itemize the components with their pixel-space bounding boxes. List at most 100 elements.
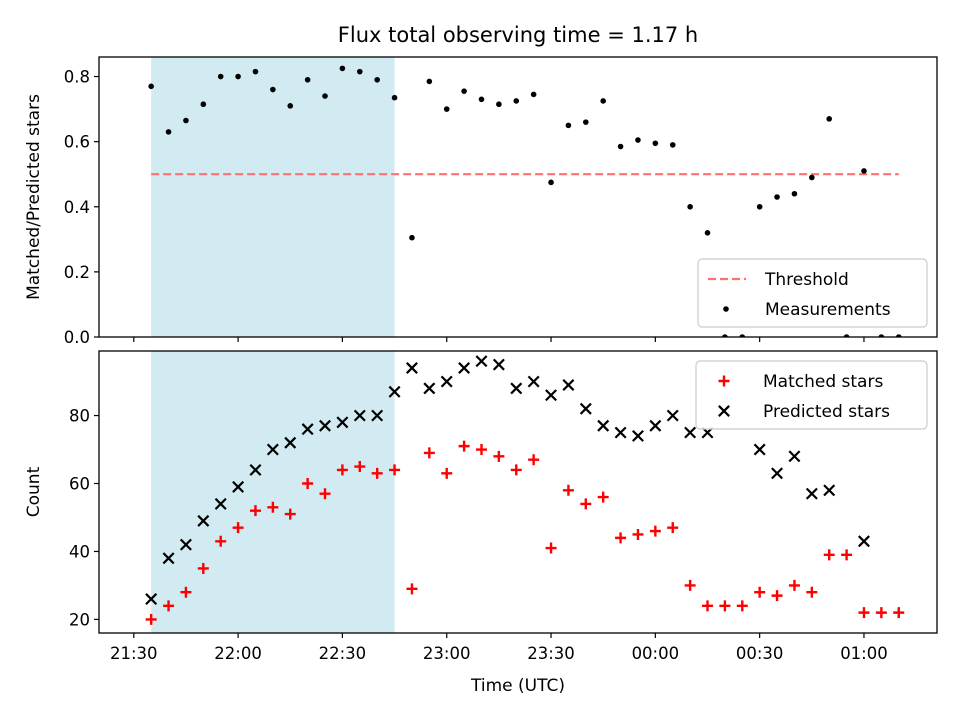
matched-star-point	[458, 440, 470, 452]
measurement-point	[669, 142, 676, 148]
predicted-star-point	[319, 419, 331, 432]
legend: Matched stars Predicted stars	[695, 360, 928, 430]
matched-star-point	[632, 528, 644, 540]
matched-star-point	[806, 586, 818, 598]
x-tick-label: 00:30	[736, 644, 784, 663]
measurement-point	[617, 143, 624, 150]
matched-star-point	[771, 590, 783, 602]
matched-star-point	[528, 454, 540, 466]
predicted-star-point	[527, 375, 540, 388]
matched-star-point	[475, 444, 487, 456]
y-tick-label: 80	[69, 407, 90, 426]
matched-star-point	[163, 600, 175, 612]
matched-star-point	[562, 484, 574, 496]
y-tick-label: 40	[69, 542, 90, 561]
predicted-star-point	[214, 497, 227, 510]
measurement-point	[687, 203, 693, 210]
measurement-point	[217, 73, 224, 80]
predicted-star-point	[162, 552, 175, 565]
predicted-star-point	[545, 389, 558, 402]
x-tick-label: 22:00	[214, 644, 262, 663]
measurement-point	[583, 119, 589, 125]
x-tick-label: 23:00	[423, 644, 471, 663]
matched-star-point	[719, 600, 731, 612]
measurement-point	[895, 334, 902, 337]
predicted-star-point	[597, 419, 610, 432]
predicted-star-point	[631, 429, 644, 442]
predicted-star-point	[197, 514, 210, 527]
measurement-point	[461, 88, 467, 94]
matched-star-point	[371, 467, 383, 479]
matched-star-point	[823, 549, 835, 561]
predicted-star-point	[858, 535, 870, 548]
matched-star-point	[736, 600, 748, 612]
predicted-star-point	[684, 426, 697, 439]
matched-star-point	[319, 488, 331, 500]
matched-star-point	[336, 464, 348, 476]
predicted-star-point	[423, 382, 436, 395]
measurement-point	[374, 76, 380, 83]
predicted-star-point	[805, 487, 818, 500]
x-tick-label: 00:00	[632, 644, 680, 663]
matched-star-point	[754, 586, 766, 598]
measurement-point	[756, 203, 763, 210]
predicted-star-point	[353, 409, 366, 422]
predicted-star-point	[266, 443, 279, 456]
measurement-point	[548, 179, 554, 186]
x-tick-label: 21:30	[110, 644, 158, 663]
predicted-star-point	[284, 436, 297, 449]
measurement-point	[252, 68, 259, 75]
y-tick-label: 0.4	[64, 198, 90, 217]
axes-frame	[98, 56, 938, 338]
observing-window-band	[151, 351, 395, 633]
measurement-point	[791, 190, 798, 197]
ratio-y-axis-label: Matched/Predicted stars	[24, 94, 44, 300]
predicted-star-point	[475, 355, 488, 368]
measurement-point	[200, 101, 207, 108]
measurement-point	[739, 334, 746, 337]
measurement-point	[304, 76, 311, 83]
measurement-point	[878, 334, 885, 337]
matched-star-point	[441, 467, 453, 479]
y-tick-label: 20	[69, 610, 90, 629]
measurement-point	[391, 94, 398, 101]
matched-star-point	[406, 583, 418, 595]
predicted-star-point	[232, 480, 245, 493]
predicted-star-point	[179, 538, 192, 551]
matched-star-point	[788, 579, 800, 591]
measurement-point	[443, 106, 450, 112]
legend-label: Measurements	[765, 300, 891, 320]
matched-star-point	[493, 450, 505, 462]
predicted-star-point	[562, 378, 575, 391]
predicted-star-point	[579, 402, 592, 415]
matched-star-point	[302, 478, 314, 490]
axes-frame	[98, 350, 938, 634]
measurement-point	[652, 140, 659, 147]
predicted-star-point	[753, 443, 766, 456]
matched-star-point	[423, 447, 435, 459]
predicted-star-point	[823, 484, 836, 497]
y-tick-label: 0.6	[64, 133, 90, 152]
measurement-point	[322, 93, 328, 99]
measurement-point	[704, 230, 711, 236]
measurement-point	[722, 334, 728, 337]
measurement-point	[843, 334, 850, 337]
predicted-star-point	[492, 358, 505, 371]
matched-star-point	[510, 464, 522, 476]
matched-star-point	[284, 508, 296, 520]
y-tick-label: 0.0	[64, 328, 90, 347]
measurement-point	[235, 73, 241, 80]
x-axis-label: Time (UTC)	[470, 676, 565, 696]
predicted-star-point	[371, 409, 384, 422]
legend-label: Threshold	[764, 270, 849, 290]
legend-label: Matched stars	[763, 372, 883, 392]
predicted-star-point	[440, 375, 453, 388]
matched-star-point	[667, 522, 679, 534]
matched-star-point	[215, 535, 227, 547]
matched-star-point	[841, 549, 853, 561]
measurement-point	[635, 137, 641, 143]
y-tick-label: 0.8	[64, 68, 90, 87]
matched-star-point	[893, 607, 905, 619]
measurement-point	[478, 96, 485, 103]
